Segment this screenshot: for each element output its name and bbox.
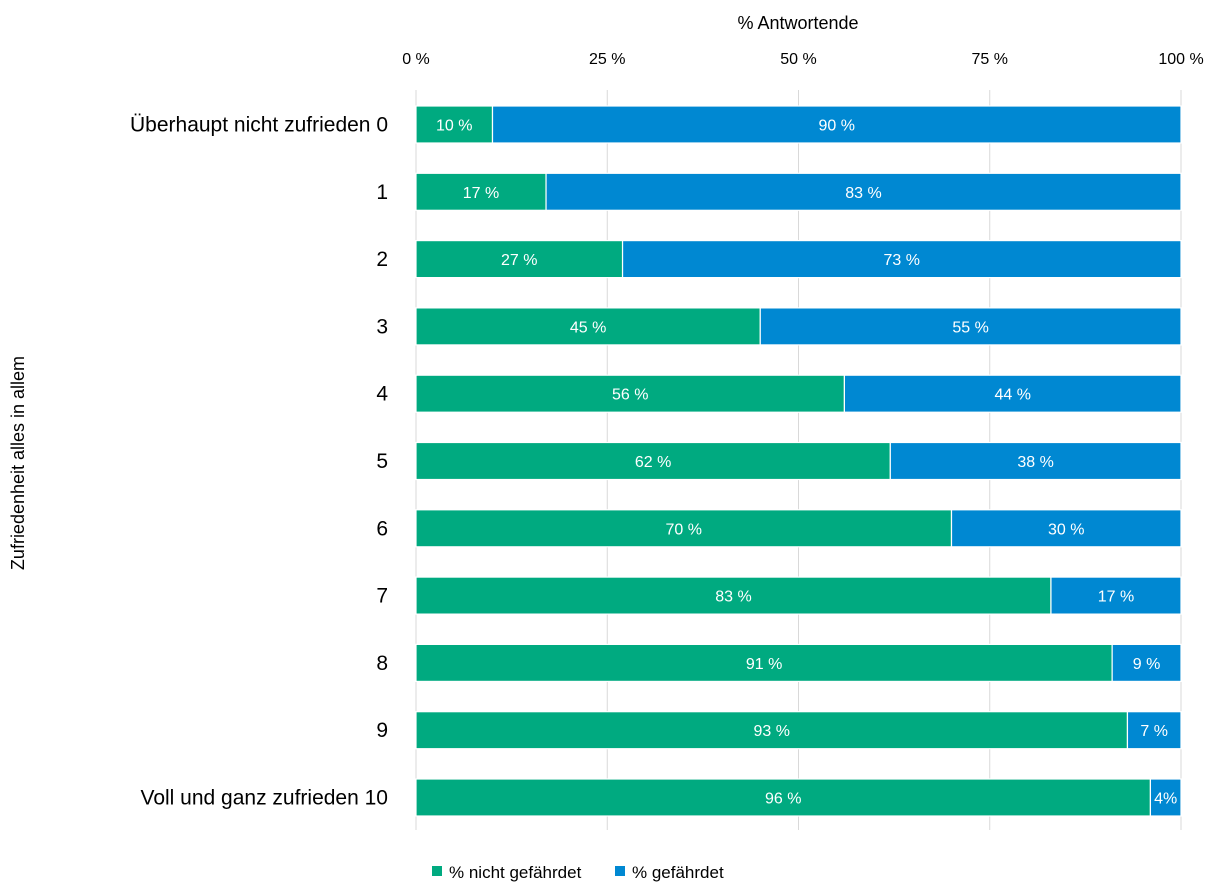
data-label: 30 % (1048, 521, 1084, 538)
x-tick-label: 25 % (589, 51, 625, 68)
data-label: 83 % (715, 589, 751, 606)
x-axis-ticks: 0 % 25 % 50 % 75 % 100 % (402, 51, 1203, 68)
data-label: 38 % (1017, 454, 1053, 471)
y-axis-title: Zufriedenheit alles in allem (8, 356, 28, 570)
data-label: 93 % (753, 723, 789, 740)
y-axis-categories: Überhaupt nicht zufrieden 0 1 2 3 4 5 6 7 8 9 Voll… (130, 114, 388, 810)
x-tick-label: 75 % (972, 51, 1008, 68)
bar-segment-gefaehrdet (621, 240, 1182, 279)
bar-segment-gefaehrdet (759, 307, 1182, 346)
bar-segment-gefaehrdet (1149, 778, 1182, 817)
category-label: 5 (376, 450, 388, 473)
data-label: 44 % (994, 387, 1030, 404)
bar-segment-nicht-gefaehrdet (415, 509, 953, 548)
data-label: 70 % (666, 521, 702, 538)
bar-segment-nicht-gefaehrdet (415, 711, 1129, 750)
bar-segment-gefaehrdet (950, 509, 1182, 548)
data-label: 56 % (612, 387, 648, 404)
bar-segment-gefaehrdet (491, 105, 1182, 144)
bar-segment-gefaehrdet (843, 374, 1182, 413)
bar-segment-nicht-gefaehrdet (415, 576, 1052, 615)
bar-segment-gefaehrdet (889, 441, 1182, 481)
bar-segment-nicht-gefaehrdet (415, 307, 761, 346)
data-label: 9 % (1133, 656, 1161, 673)
bar-segment-nicht-gefaehrdet (415, 374, 845, 413)
data-label: 17 % (1098, 589, 1134, 606)
data-label: 91 % (746, 656, 782, 673)
category-label: 7 (376, 585, 388, 608)
category-label: 2 (376, 248, 388, 271)
data-label: 45 % (570, 319, 606, 336)
x-tick-label: 0 % (402, 51, 430, 68)
data-label: 73 % (884, 252, 920, 269)
data-label: 90 % (819, 118, 855, 135)
bar-segment-gefaehrdet (545, 172, 1182, 211)
category-label: 4 (376, 383, 388, 406)
legend-swatch (432, 866, 442, 876)
legend-label: % gefährdet (632, 863, 724, 882)
data-label: 96 % (765, 791, 801, 808)
bar-segment-gefaehrdet (1126, 711, 1182, 750)
x-tick-label: 100 % (1158, 51, 1203, 68)
category-label: 8 (376, 652, 388, 675)
x-axis-title: % Antwortende (737, 13, 858, 33)
data-label: 83 % (845, 185, 881, 202)
legend: % nicht gefährdet % gefährdet (432, 863, 724, 882)
data-label: 7 % (1140, 723, 1168, 740)
data-label: 27 % (501, 252, 537, 269)
x-tick-label: 50 % (780, 51, 816, 68)
data-label: 62 % (635, 454, 671, 471)
bar-segment-gefaehrdet (1050, 576, 1182, 615)
data-label: 55 % (952, 319, 988, 336)
bar-segment-nicht-gefaehrdet (415, 778, 1152, 817)
category-label: 1 (376, 181, 388, 204)
legend-swatch (615, 866, 625, 876)
category-label: 9 (376, 719, 388, 742)
bar-segment-gefaehrdet (1111, 643, 1182, 683)
bar-segment-nicht-gefaehrdet (415, 105, 494, 144)
data-label: 17 % (463, 185, 499, 202)
bar-segment-nicht-gefaehrdet (415, 441, 891, 481)
category-label: 6 (376, 517, 388, 540)
category-label: Voll und ganz zufrieden 10 (140, 787, 388, 810)
category-label: Überhaupt nicht zufrieden 0 (130, 114, 388, 137)
legend-label: % nicht gefährdet (449, 863, 582, 882)
bars: 10 % 90 % 17 % 83 % 27 % 73 % 45 % 55 % 56 % 44 %… (415, 105, 1182, 817)
category-label: 3 (376, 315, 388, 338)
data-label: 4% (1154, 791, 1177, 808)
bar-segment-nicht-gefaehrdet (415, 172, 547, 211)
data-label: 10 % (436, 118, 472, 135)
